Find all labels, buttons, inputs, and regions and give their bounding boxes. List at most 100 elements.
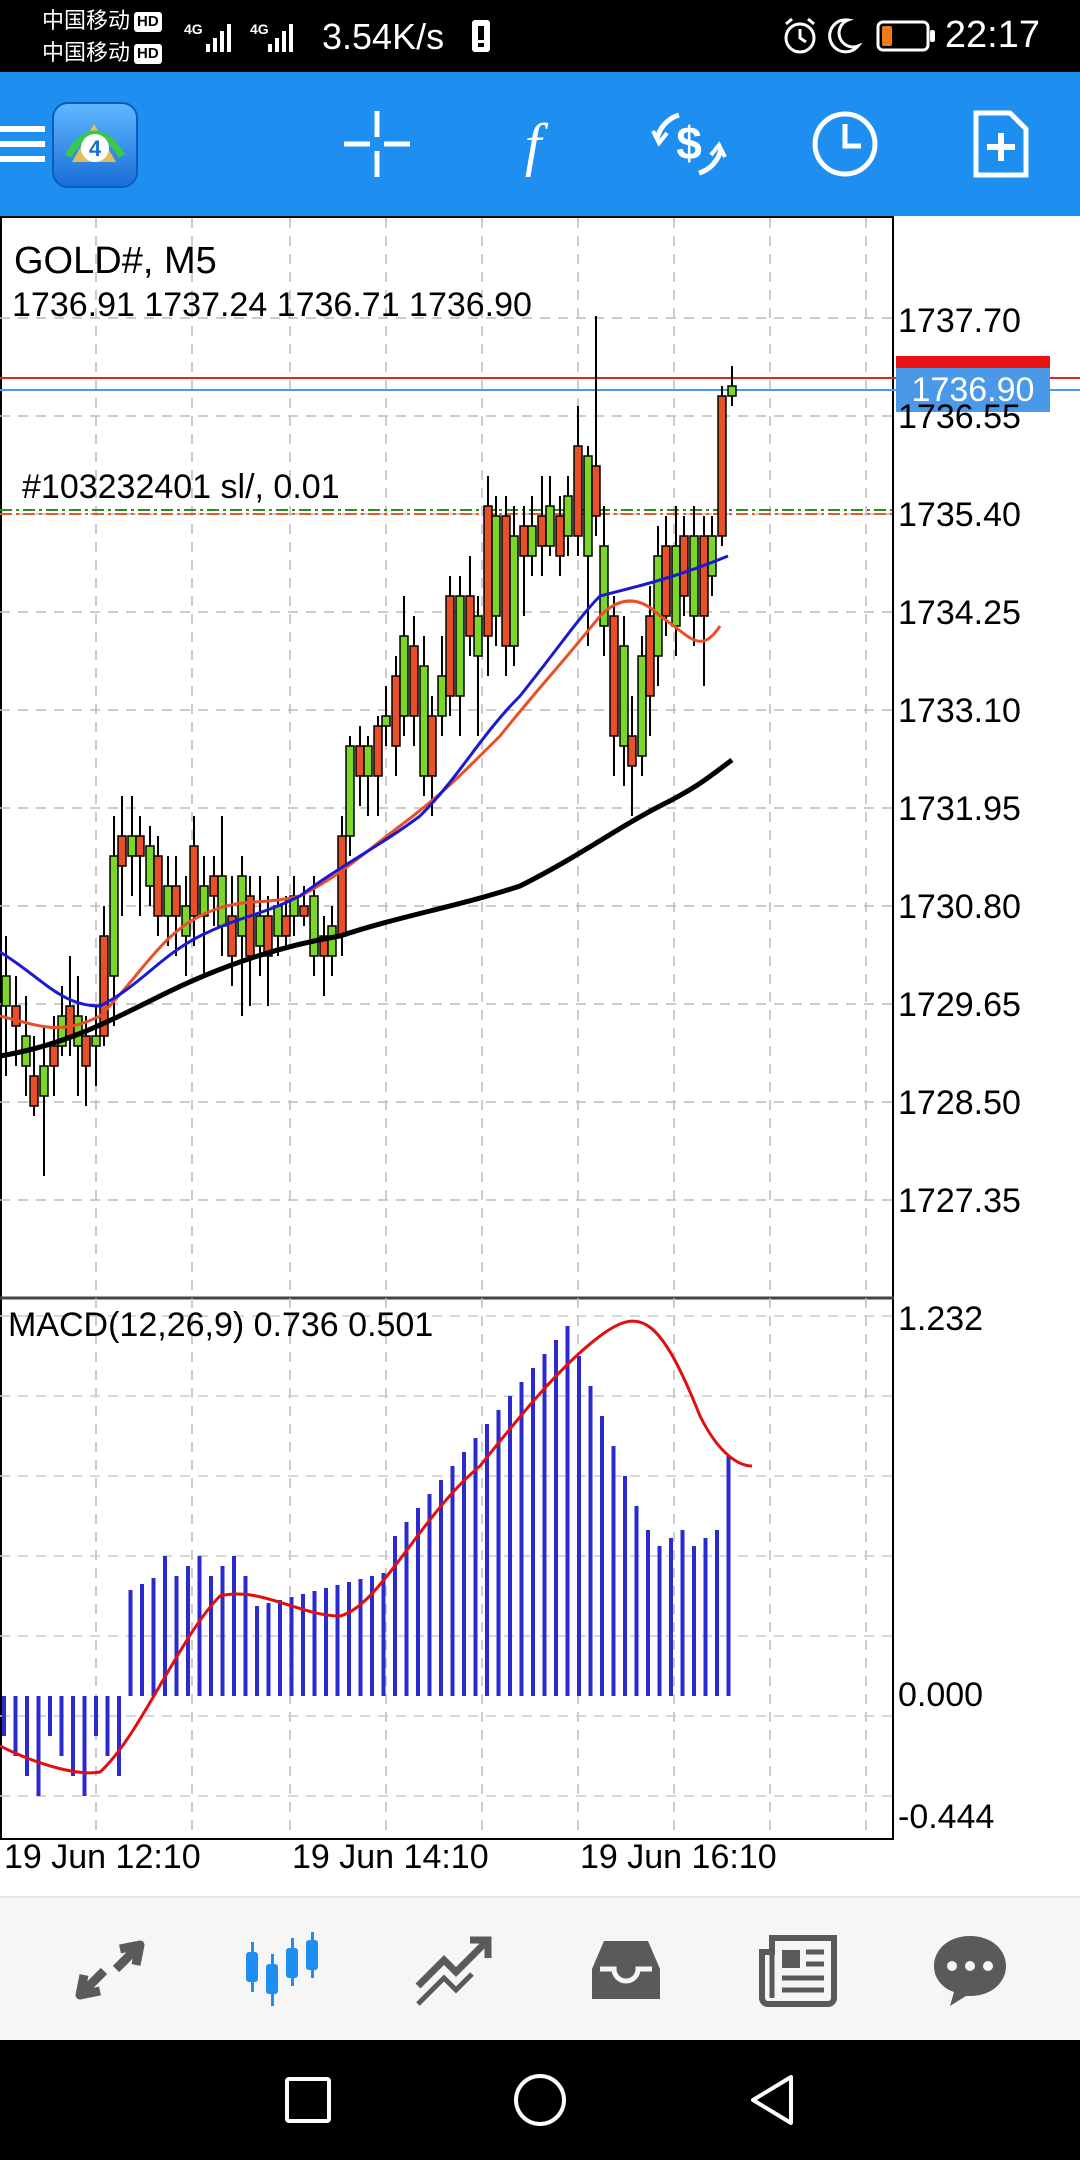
back-icon[interactable] — [736, 2064, 808, 2136]
ma-mid-line — [0, 554, 729, 1008]
candle-body — [645, 615, 655, 697]
candle-body — [363, 745, 373, 777]
ohlc-values: 1736.91 1737.24 1736.71 1736.90 — [12, 286, 532, 324]
price-tick: 1733.10 — [898, 692, 1021, 730]
candle-body — [409, 645, 419, 717]
macd-tick: 0.000 — [898, 1676, 984, 1714]
time-tick: 19 Jun 12:10 — [4, 1838, 201, 1876]
history-icon[interactable] — [576, 1920, 676, 2020]
candle-body — [599, 545, 609, 627]
menu-icon[interactable] — [0, 102, 60, 186]
price-tick: 1731.95 — [898, 790, 1021, 828]
candle-body — [501, 515, 511, 647]
candle-body — [381, 715, 391, 727]
bid-price-tag: 1736.90 — [896, 368, 1050, 412]
candle-body — [573, 445, 583, 537]
indicators-icon[interactable]: f — [488, 102, 578, 186]
metatrader-logo[interactable]: 4 — [52, 102, 138, 188]
candle-body — [217, 875, 227, 927]
candle-body — [527, 525, 537, 557]
ask-price-tag — [896, 356, 1050, 370]
svg-text:4G: 4G — [184, 21, 203, 37]
candle-body — [345, 745, 355, 837]
time-tick: 19 Jun 16:10 — [580, 1838, 777, 1876]
candle-body — [337, 835, 347, 937]
messages-icon[interactable] — [920, 1920, 1020, 2020]
carrier-1-label: 中国移动 — [42, 8, 131, 33]
svg-text:4: 4 — [89, 136, 102, 161]
macd-label: MACD(12,26,9) 0.736 0.501 — [8, 1306, 434, 1344]
quotes-icon[interactable] — [60, 1920, 160, 2020]
candle-body — [171, 885, 181, 917]
candle-body — [373, 725, 383, 777]
chart-area[interactable]: 1736.90 GOLD#, M5 1736.91 1737.24 1736.7… — [0, 216, 1080, 1896]
candle-body — [153, 855, 163, 917]
candle-body — [509, 535, 519, 647]
svg-text:$: $ — [676, 117, 702, 169]
carrier-2-label: 中国移动 — [42, 40, 131, 65]
macd-tick: -0.444 — [898, 1798, 995, 1836]
trade-icon[interactable]: $ — [644, 102, 734, 186]
chart-icon[interactable] — [232, 1920, 332, 2020]
candle-body — [637, 655, 647, 757]
signal-icon: 4G 4G — [184, 18, 304, 63]
trade-icon[interactable] — [404, 1920, 504, 2020]
battery-icon — [876, 20, 936, 57]
candle-body — [117, 835, 127, 867]
order-label[interactable]: #103232401 sl/, 0.01 — [22, 468, 340, 506]
candle-body — [707, 535, 717, 577]
chart-frame — [0, 216, 894, 1840]
hd-badge-2: HD — [134, 44, 162, 65]
time-tick: 19 Jun 14:10 — [292, 1838, 489, 1876]
candle-body — [609, 615, 619, 737]
candle-body — [209, 875, 219, 897]
candle-body — [273, 905, 283, 937]
candle-body — [619, 645, 629, 747]
period-icon[interactable] — [800, 102, 890, 186]
ma-slow-line — [0, 757, 734, 1059]
bottom-nav — [0, 1896, 1080, 2040]
candle-body — [327, 925, 337, 957]
candle-body — [679, 535, 689, 597]
candle-body — [653, 555, 663, 657]
candle-body — [473, 615, 483, 657]
status-bar: 中国移动 HD 中国移动 HD 4G 4G 3.54K/s 22:17 — [0, 0, 1080, 72]
candle-body — [263, 915, 273, 957]
crosshair-icon[interactable] — [332, 102, 422, 186]
candle-body — [483, 505, 493, 637]
candle-body — [255, 915, 265, 947]
home-icon[interactable] — [504, 2064, 576, 2136]
network-speed: 3.54K/s — [322, 16, 445, 57]
candle-body — [391, 675, 401, 747]
candle-body — [519, 525, 529, 557]
symbol-title: GOLD#, M5 — [14, 240, 217, 282]
system-nav — [0, 2040, 1080, 2160]
candle-body — [591, 465, 601, 517]
candle-body — [419, 665, 429, 777]
new-order-icon[interactable] — [956, 102, 1046, 186]
news-icon[interactable] — [748, 1920, 848, 2020]
chart-canvas[interactable] — [0, 216, 1080, 1896]
alarm-icon — [780, 16, 820, 61]
macd-tick: 1.232 — [898, 1300, 984, 1338]
candle-body — [29, 1075, 39, 1107]
candle-body — [355, 745, 365, 777]
candle-body — [545, 505, 555, 547]
candle-body — [437, 675, 447, 717]
price-tick: 1737.70 — [898, 302, 1021, 340]
candle-body — [727, 385, 737, 397]
ma-fast-line — [0, 599, 722, 1029]
candle-body — [39, 1065, 49, 1097]
carrier-2: 中国移动 HD — [42, 40, 162, 66]
moon-icon — [826, 16, 863, 61]
candle-body — [11, 1005, 21, 1027]
candle-body — [717, 395, 727, 537]
candle-body — [689, 535, 699, 617]
candle-body — [49, 1045, 59, 1067]
candle-body — [661, 545, 671, 617]
candle-body — [699, 535, 709, 617]
candle-body — [491, 515, 501, 617]
candle-body — [163, 885, 173, 917]
recent-apps-icon[interactable] — [272, 2064, 344, 2136]
svg-text:f: f — [525, 112, 549, 177]
